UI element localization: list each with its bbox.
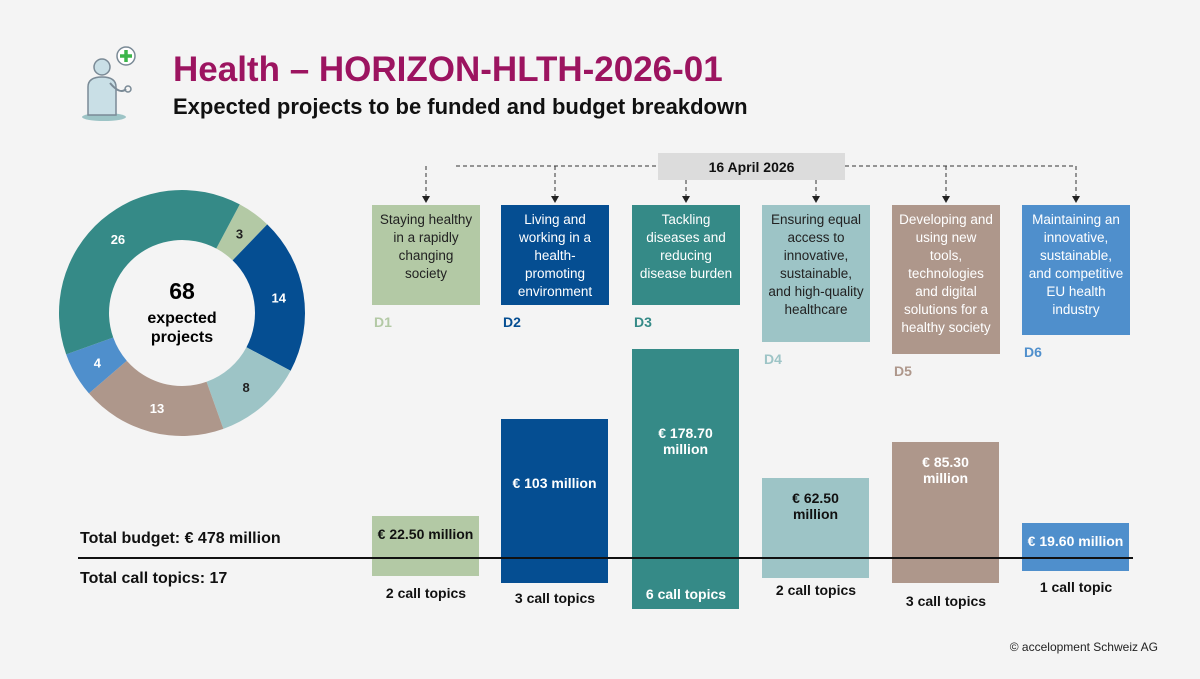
destination-code: D5: [894, 363, 912, 379]
donut-slice-label: 26: [111, 232, 125, 247]
destination-box-D2: Living and working in a health-promoting…: [501, 205, 609, 305]
budget-bar-D4: € 62.50 million: [762, 478, 869, 578]
budget-label: € 62.50 million: [792, 490, 839, 522]
budget-label: € 103 million: [512, 475, 597, 491]
budget-label: € 85.30 million: [922, 454, 969, 486]
call-topics-label: 1 call topic: [1039, 579, 1113, 595]
donut-slice-D2: [232, 224, 305, 371]
donut-center-value: 68: [169, 278, 195, 304]
copyright: © accelopment Schweiz AG: [1009, 640, 1158, 654]
baseline-divider: [78, 557, 1133, 559]
budget-bar-D5: € 85.30 million: [892, 442, 999, 583]
budget-bar-D1: € 22.50 million: [372, 516, 479, 576]
destination-box-D3: Tackling diseases and reducing disease b…: [632, 205, 740, 305]
call-topics-label: 3 call topics: [514, 590, 596, 606]
destination-box-D6: Maintaining an innovative, sustainable, …: [1022, 205, 1130, 335]
call-topics-label: 2 call topics: [385, 585, 467, 601]
destination-code: D2: [503, 314, 521, 330]
donut-slice-label: 13: [150, 401, 164, 416]
donut-slice-label: 4: [94, 355, 102, 370]
budget-label: € 19.60 million: [1027, 533, 1124, 549]
destination-code: D6: [1024, 344, 1042, 360]
call-topics-label: 3 call topics: [905, 593, 987, 609]
total-call-topics: Total call topics: 17: [80, 570, 228, 587]
page-title: Health – HORIZON-HLTH-2026-01: [173, 50, 723, 89]
donut-center-label: expected: [147, 310, 216, 327]
call-topics-label: 6 call topics: [645, 586, 727, 602]
budget-bar-D3: € 178.70 million: [632, 349, 739, 609]
donut-slice-D5: [88, 360, 224, 436]
deadline-date: 16 April 2026: [658, 153, 845, 180]
page-subtitle: Expected projects to be funded and budge…: [173, 94, 748, 119]
destination-box-D4: Ensuring equal access to innovative, sus…: [762, 205, 870, 342]
donut-center-label: projects: [151, 329, 213, 346]
doctor-with-stethoscope-icon: [82, 46, 136, 121]
donut-slice-label: 3: [236, 227, 243, 242]
destination-box-D1: Staying healthy in a rapidly changing so…: [372, 205, 480, 305]
budget-label: € 22.50 million: [377, 526, 474, 542]
destination-box-D5: Developing and using new tools, technolo…: [892, 205, 1000, 354]
donut-slice-label: 8: [242, 380, 249, 395]
donut-slice-D4: [206, 347, 291, 429]
budget-bar-D2: € 103 million: [501, 419, 608, 583]
total-budget: Total budget: € 478 million: [80, 530, 281, 547]
donut-slice-D6: [66, 337, 127, 394]
destination-code: D1: [374, 314, 392, 330]
destination-code: D4: [764, 351, 782, 367]
budget-bar-D6: € 19.60 million: [1022, 523, 1129, 571]
donut-slice-D1: [216, 204, 268, 261]
call-topics-label: 2 call topics: [775, 582, 857, 598]
destination-code: D3: [634, 314, 652, 330]
donut-slice-label: 14: [272, 291, 287, 306]
budget-label: € 178.70 million: [658, 425, 713, 457]
donut-slice-D3: [58, 189, 240, 355]
